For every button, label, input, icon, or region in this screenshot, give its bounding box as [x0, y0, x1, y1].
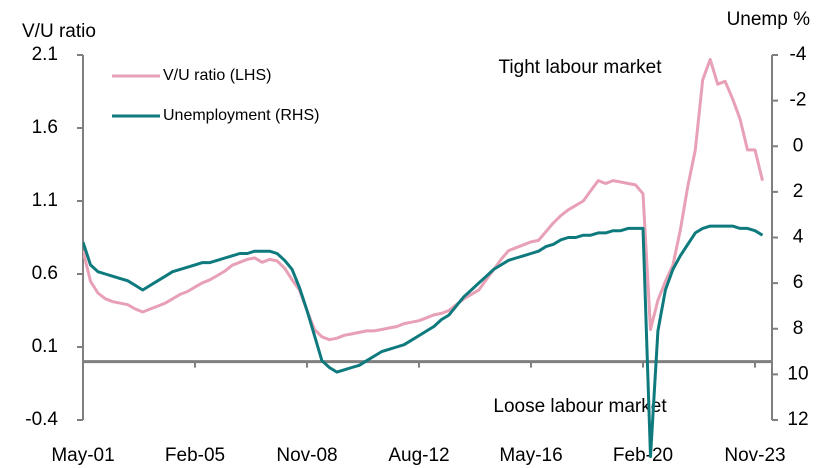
x-tick-label: Feb-20 — [613, 445, 673, 466]
x-tick-label: Nov-23 — [724, 445, 785, 466]
x-tick-label: May-16 — [499, 445, 562, 466]
x-tick-label: Nov-08 — [276, 445, 337, 466]
y2-axis-label: Unemp % — [727, 9, 811, 30]
legend-label: Unemployment (RHS) — [163, 107, 319, 124]
y2-tick-label: 4 — [793, 227, 804, 248]
legend-label: V/U ratio (LHS) — [163, 67, 271, 84]
series-line — [83, 57, 764, 342]
y2-tick-label: 6 — [793, 272, 804, 293]
y-axis-label: V/U ratio — [22, 21, 96, 42]
y2-tick-label: 0 — [793, 135, 804, 156]
y2-tick-label: 10 — [787, 363, 808, 384]
y-tick-label: -0.4 — [25, 409, 58, 430]
y2-tick-label: -2 — [790, 90, 807, 111]
y-tick-label: 0.1 — [32, 336, 58, 357]
annotation: Tight labour market — [499, 57, 663, 78]
series-line — [83, 224, 764, 458]
x-tick-label: Aug-12 — [388, 445, 449, 466]
y2-tick-label: 2 — [793, 181, 804, 202]
x-tick-label: May-01 — [51, 445, 114, 466]
y-tick-label: 2.1 — [32, 44, 58, 65]
y2-tick-label: 8 — [793, 318, 804, 339]
annotation: Loose labour market — [493, 396, 667, 417]
y-tick-label: 1.1 — [32, 190, 58, 211]
y-tick-label: 0.6 — [32, 263, 58, 284]
y2-tick-label: -4 — [790, 44, 807, 65]
x-tick-label: Feb-05 — [165, 445, 225, 466]
plot-area — [83, 57, 764, 458]
y2-tick-label: 12 — [787, 409, 808, 430]
y-tick-label: 1.6 — [32, 117, 58, 138]
